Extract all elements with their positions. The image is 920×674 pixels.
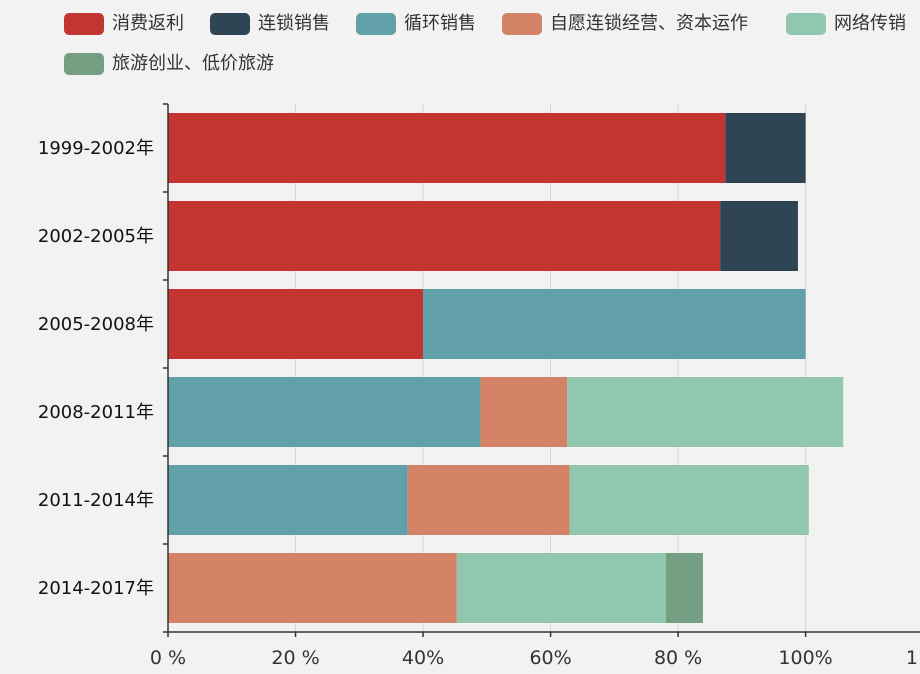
legend-swatch [502, 13, 542, 35]
legend-label: 网络传销 [834, 13, 906, 34]
bar-segment[interactable] [168, 377, 481, 447]
legend-item-cyclic-sales[interactable]: 循环销售 [356, 12, 476, 36]
bar-segment[interactable] [567, 377, 844, 447]
y-category-label: 2011-2014年 [38, 490, 154, 511]
legend-item-voluntary-chain[interactable]: 自愿连锁经营、资本运作 [502, 12, 748, 36]
y-category-label: 2008-2011年 [38, 402, 154, 423]
x-tick-label: 100% [778, 647, 832, 669]
legend-swatch [64, 53, 104, 75]
legend-swatch [64, 13, 104, 35]
legend-swatch [786, 13, 826, 35]
x-tick-label: 80 % [654, 647, 702, 669]
legend-swatch [356, 13, 396, 35]
legend-item-travel-startup[interactable]: 旅游创业、低价旅游 [64, 52, 274, 76]
x-tick-label: 20 % [271, 647, 319, 669]
legend-item-network-pyramid[interactable]: 网络传销 [786, 12, 906, 36]
bar-segment[interactable] [423, 289, 806, 359]
legend-swatch [210, 13, 250, 35]
y-category-label: 1999-2002年 [38, 138, 154, 159]
legend-item-consumption-rebate[interactable]: 消费返利 [64, 12, 184, 36]
bar-segment[interactable] [168, 289, 424, 359]
bar-segment[interactable] [407, 465, 570, 535]
legend-label: 循环销售 [404, 13, 476, 34]
legend-label: 消费返利 [112, 13, 184, 34]
legend-label: 自愿连锁经营、资本运作 [550, 13, 748, 34]
legend-item-chain-sales[interactable]: 连锁销售 [210, 12, 330, 36]
axes [163, 103, 920, 637]
bar-segment[interactable] [569, 465, 809, 535]
x-tick-label: 0 % [150, 647, 186, 669]
x-tick-label: 60% [529, 647, 571, 669]
grid-lines [295, 104, 807, 632]
bar-segment[interactable] [665, 553, 703, 623]
bar-segment[interactable] [456, 553, 666, 623]
bar-segment[interactable] [168, 553, 457, 623]
legend-label: 旅游创业、低价旅游 [112, 53, 274, 74]
bar-segment[interactable] [720, 201, 798, 271]
x-tick-label: 40% [402, 647, 444, 669]
bar-segment[interactable] [168, 201, 721, 271]
y-category-label: 2014-2017年 [38, 578, 154, 599]
bar-segment[interactable] [168, 465, 408, 535]
bar-segment[interactable] [725, 113, 806, 183]
bar-area [168, 113, 844, 623]
y-category-label: 2005-2008年 [38, 314, 154, 335]
legend-label: 连锁销售 [258, 13, 330, 34]
x-tick-label: 1 [906, 647, 918, 669]
axis-labels: 1999-2002年 2002-2005年 2005-2008年 2008-2011年… [38, 138, 918, 669]
y-category-label: 2002-2005年 [38, 226, 154, 247]
bar-segment[interactable] [168, 113, 726, 183]
chart-legend: 消费返利 连锁销售 循环销售 自愿连锁经营、资本运作 网络传销 旅游创业、低价旅… [0, 0, 920, 80]
bar-segment[interactable] [480, 377, 568, 447]
